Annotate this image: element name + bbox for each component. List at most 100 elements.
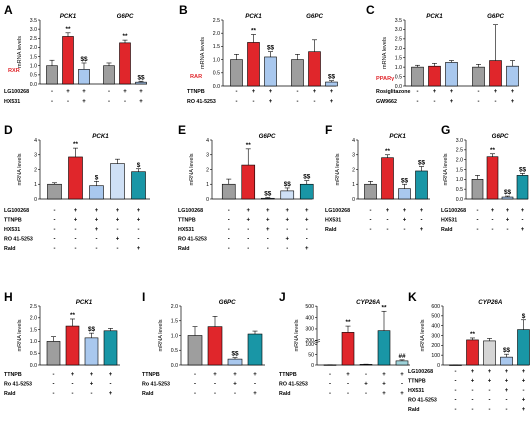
significance-label: $$ <box>519 166 527 173</box>
bar <box>131 171 146 200</box>
condition-sign: - <box>110 382 112 388</box>
condition-sign: + <box>330 89 334 95</box>
panel-label: A <box>4 3 13 17</box>
condition-sign: - <box>472 407 474 413</box>
bar <box>89 185 104 200</box>
condition-sign: - <box>214 391 216 397</box>
bar <box>364 183 377 200</box>
condition-label: LG100268 <box>178 208 203 214</box>
receptor-label: RXR <box>8 68 20 74</box>
y-tick-label: 400 <box>305 315 314 321</box>
bar <box>227 358 243 366</box>
y-tick-label: 4 <box>352 138 355 144</box>
condition-sign: - <box>472 388 474 394</box>
condition-sign: - <box>54 237 56 243</box>
condition-sign: - <box>506 398 508 404</box>
bar <box>466 339 479 366</box>
panel-label: F <box>325 123 332 137</box>
panel-label: G <box>441 123 450 137</box>
condition-sign: + <box>252 89 256 95</box>
bar <box>65 325 80 366</box>
condition-sign: + <box>433 89 437 95</box>
y-tick-label: 3 <box>206 153 209 159</box>
bar <box>119 42 131 85</box>
bar <box>241 164 256 200</box>
y-tick-label: 0.0 <box>30 82 37 88</box>
significance-label: ** <box>490 147 495 154</box>
gene-title: PCK1 <box>389 133 406 140</box>
condition-sign: - <box>53 382 55 388</box>
condition-sign: + <box>66 89 70 95</box>
condition-sign: + <box>90 372 94 378</box>
condition-label: Rald <box>4 246 15 252</box>
y-axis-label: mRNA levels <box>443 153 449 185</box>
condition-sign: - <box>455 388 457 394</box>
condition-sign: + <box>139 89 143 95</box>
y-tick-label: 300 <box>431 333 440 339</box>
y-tick-label: 0.0 <box>395 84 402 90</box>
condition-sign: - <box>228 246 230 252</box>
y-axis-label: mRNA levels <box>17 36 23 68</box>
condition-sign: - <box>387 218 389 224</box>
condition-sign: - <box>455 379 457 385</box>
panel-e: E 0 1 2 3 4 mRNA levels ** $$ $$ $$ G6PC LG100268 - + +… <box>178 123 314 252</box>
bar <box>415 170 428 200</box>
condition-sign: - <box>75 246 77 252</box>
y-tick-label: 300 <box>305 327 314 333</box>
y-tick-label: 500 <box>431 314 440 320</box>
significance-label: $$ <box>504 189 512 196</box>
bar <box>472 66 485 87</box>
y-tick-label: 0.5 <box>456 187 463 193</box>
condition-sign: - <box>228 237 230 243</box>
bar <box>516 175 529 200</box>
significance-label: $$ <box>267 45 275 52</box>
condition-label: TTNPB <box>408 379 426 385</box>
condition-sign: - <box>489 398 491 404</box>
condition-sign: - <box>228 208 230 214</box>
gene-title: CYP26A <box>478 299 503 306</box>
condition-sign: + <box>511 99 515 105</box>
condition-sign: + <box>511 89 515 95</box>
condition-sign: - <box>51 89 53 95</box>
condition-sign: - <box>365 372 367 378</box>
condition-label: LG100268 <box>4 208 29 214</box>
panel-label: K <box>408 290 417 304</box>
condition-sign: - <box>421 218 423 224</box>
condition-sign: + <box>522 398 526 404</box>
condition-sign: - <box>401 382 403 388</box>
condition-sign: + <box>305 246 309 252</box>
condition-label: Rosiglitazone <box>376 89 410 95</box>
condition-sign: - <box>67 99 69 105</box>
y-tick-label: 1.5 <box>30 54 37 60</box>
condition-sign: + <box>269 89 273 95</box>
condition-sign: - <box>477 218 479 224</box>
condition-sign: + <box>522 369 526 375</box>
condition-sign: - <box>417 89 419 95</box>
panel-label: C <box>366 3 375 17</box>
significance-label: $$ <box>503 347 511 354</box>
y-tick-label: 0.5 <box>171 348 178 354</box>
axis-break <box>313 341 321 344</box>
condition-sign: + <box>313 89 317 95</box>
bar <box>501 196 514 200</box>
condition-label: TTNPB <box>178 218 196 224</box>
panel-f: F 0 1 2 3 4 mRNA levels ** $$ $$ PCK1 LG100268 - + + + H… <box>325 123 430 233</box>
significance-label: $$ <box>303 174 311 181</box>
condition-label: TTNPB <box>142 372 160 378</box>
y-tick-label: 0.5 <box>30 351 37 357</box>
condition-label: HX531 <box>325 218 341 224</box>
panel-h: H 0.0 0.5 1.0 1.5 2.0 2.5 mRNA levels ** $$ PCK1 TT… <box>4 290 120 397</box>
condition-sign: + <box>382 372 386 378</box>
condition-sign: - <box>194 372 196 378</box>
y-tick-label: 0.0 <box>30 363 37 369</box>
y-tick-label: 2.0 <box>213 31 220 37</box>
condition-sign: + <box>491 208 495 214</box>
condition-sign: - <box>228 227 230 233</box>
condition-sign: + <box>471 379 475 385</box>
significance-label: $ <box>137 162 141 169</box>
y-tick-label: 2.0 <box>456 157 463 163</box>
condition-sign: + <box>116 208 120 214</box>
significance-label: $$ <box>264 191 272 198</box>
